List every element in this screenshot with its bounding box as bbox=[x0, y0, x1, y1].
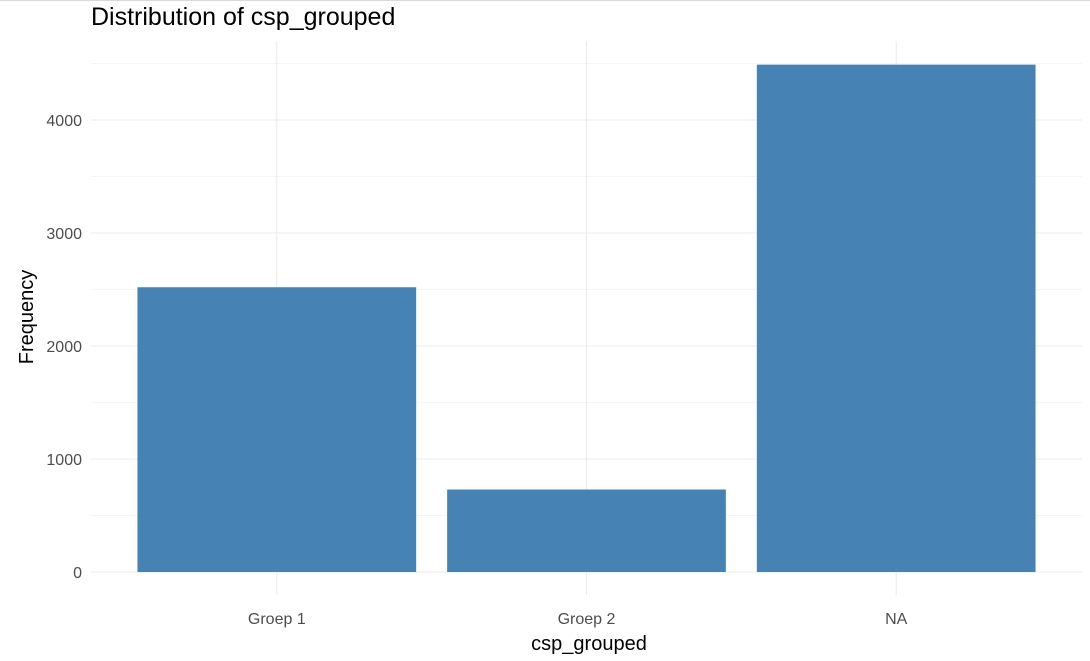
y-tick-label: 4000 bbox=[46, 113, 82, 130]
chart-title: Distribution of csp_grouped bbox=[91, 3, 395, 31]
y-tick-label: 2000 bbox=[46, 339, 82, 356]
x-tick-label: Groep 2 bbox=[558, 611, 616, 628]
y-axis-ticks: 0 1000 2000 3000 4000 bbox=[46, 113, 82, 582]
x-axis-title: csp_grouped bbox=[531, 633, 647, 655]
x-axis-ticks: Groep 1 Groep 2 NA bbox=[248, 611, 908, 628]
x-tick-label: NA bbox=[885, 611, 908, 628]
bars bbox=[137, 64, 1036, 572]
bar bbox=[137, 287, 417, 572]
y-tick-label: 3000 bbox=[46, 226, 82, 243]
y-tick-label: 1000 bbox=[46, 452, 82, 469]
y-axis-title: Frequency bbox=[16, 270, 38, 365]
bar bbox=[756, 64, 1036, 572]
bar bbox=[447, 489, 726, 572]
x-tick-label: Groep 1 bbox=[248, 611, 306, 628]
y-tick-label: 0 bbox=[73, 565, 82, 582]
